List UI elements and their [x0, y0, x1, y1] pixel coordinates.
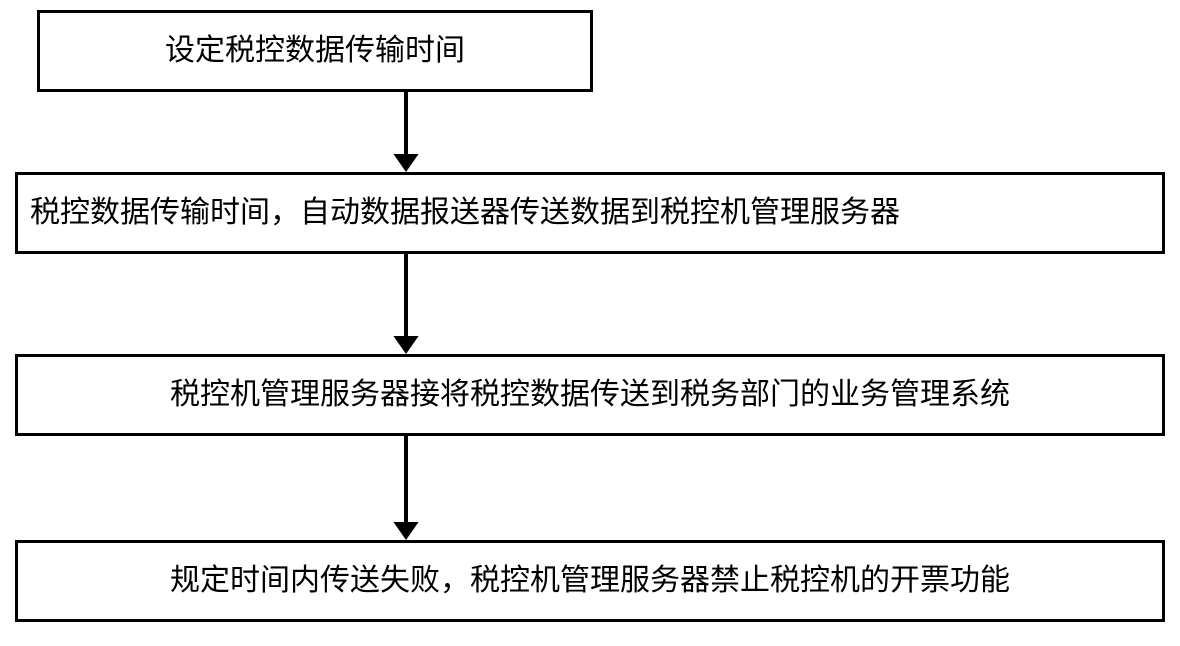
flow-node-set-transmit-time: 设定税控数据传输时间 [37, 10, 593, 92]
flow-arrow [388, 436, 424, 540]
flow-node-forward-to-tax-system: 税控机管理服务器接将税控数据传送到税务部门的业务管理系统 [15, 354, 1165, 436]
flow-node-fail-disable-invoice: 规定时间内传送失败，税控机管理服务器禁止税控机的开票功能 [15, 540, 1165, 622]
flow-arrow [388, 92, 424, 172]
flow-node-label: 设定税控数据传输时间 [165, 33, 465, 69]
flow-node-label: 税控机管理服务器接将税控数据传送到税务部门的业务管理系统 [170, 377, 1010, 413]
flow-node-auto-report-send: 税控数据传输时间，自动数据报送器传送数据到税控机管理服务器 [15, 172, 1165, 254]
flow-node-label: 规定时间内传送失败，税控机管理服务器禁止税控机的开票功能 [170, 563, 1010, 599]
flow-arrow [388, 254, 424, 354]
flowchart-canvas: 设定税控数据传输时间 税控数据传输时间，自动数据报送器传送数据到税控机管理服务器… [0, 0, 1180, 646]
flow-node-label: 税控数据传输时间，自动数据报送器传送数据到税控机管理服务器 [30, 195, 900, 231]
